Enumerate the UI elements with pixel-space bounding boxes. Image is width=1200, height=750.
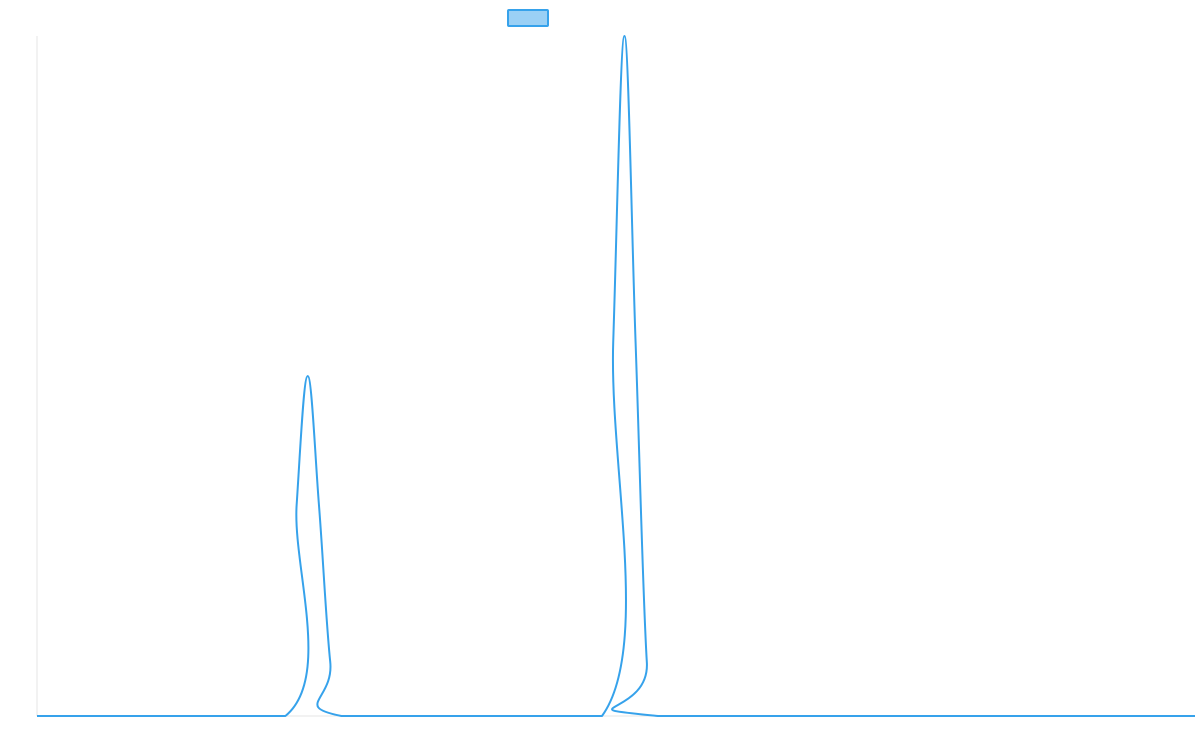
legend-swatch[interactable] [507,9,549,27]
legend[interactable] [507,9,549,27]
series-line [37,35,1195,718]
axes [36,36,1195,717]
plot-area [37,35,1195,718]
